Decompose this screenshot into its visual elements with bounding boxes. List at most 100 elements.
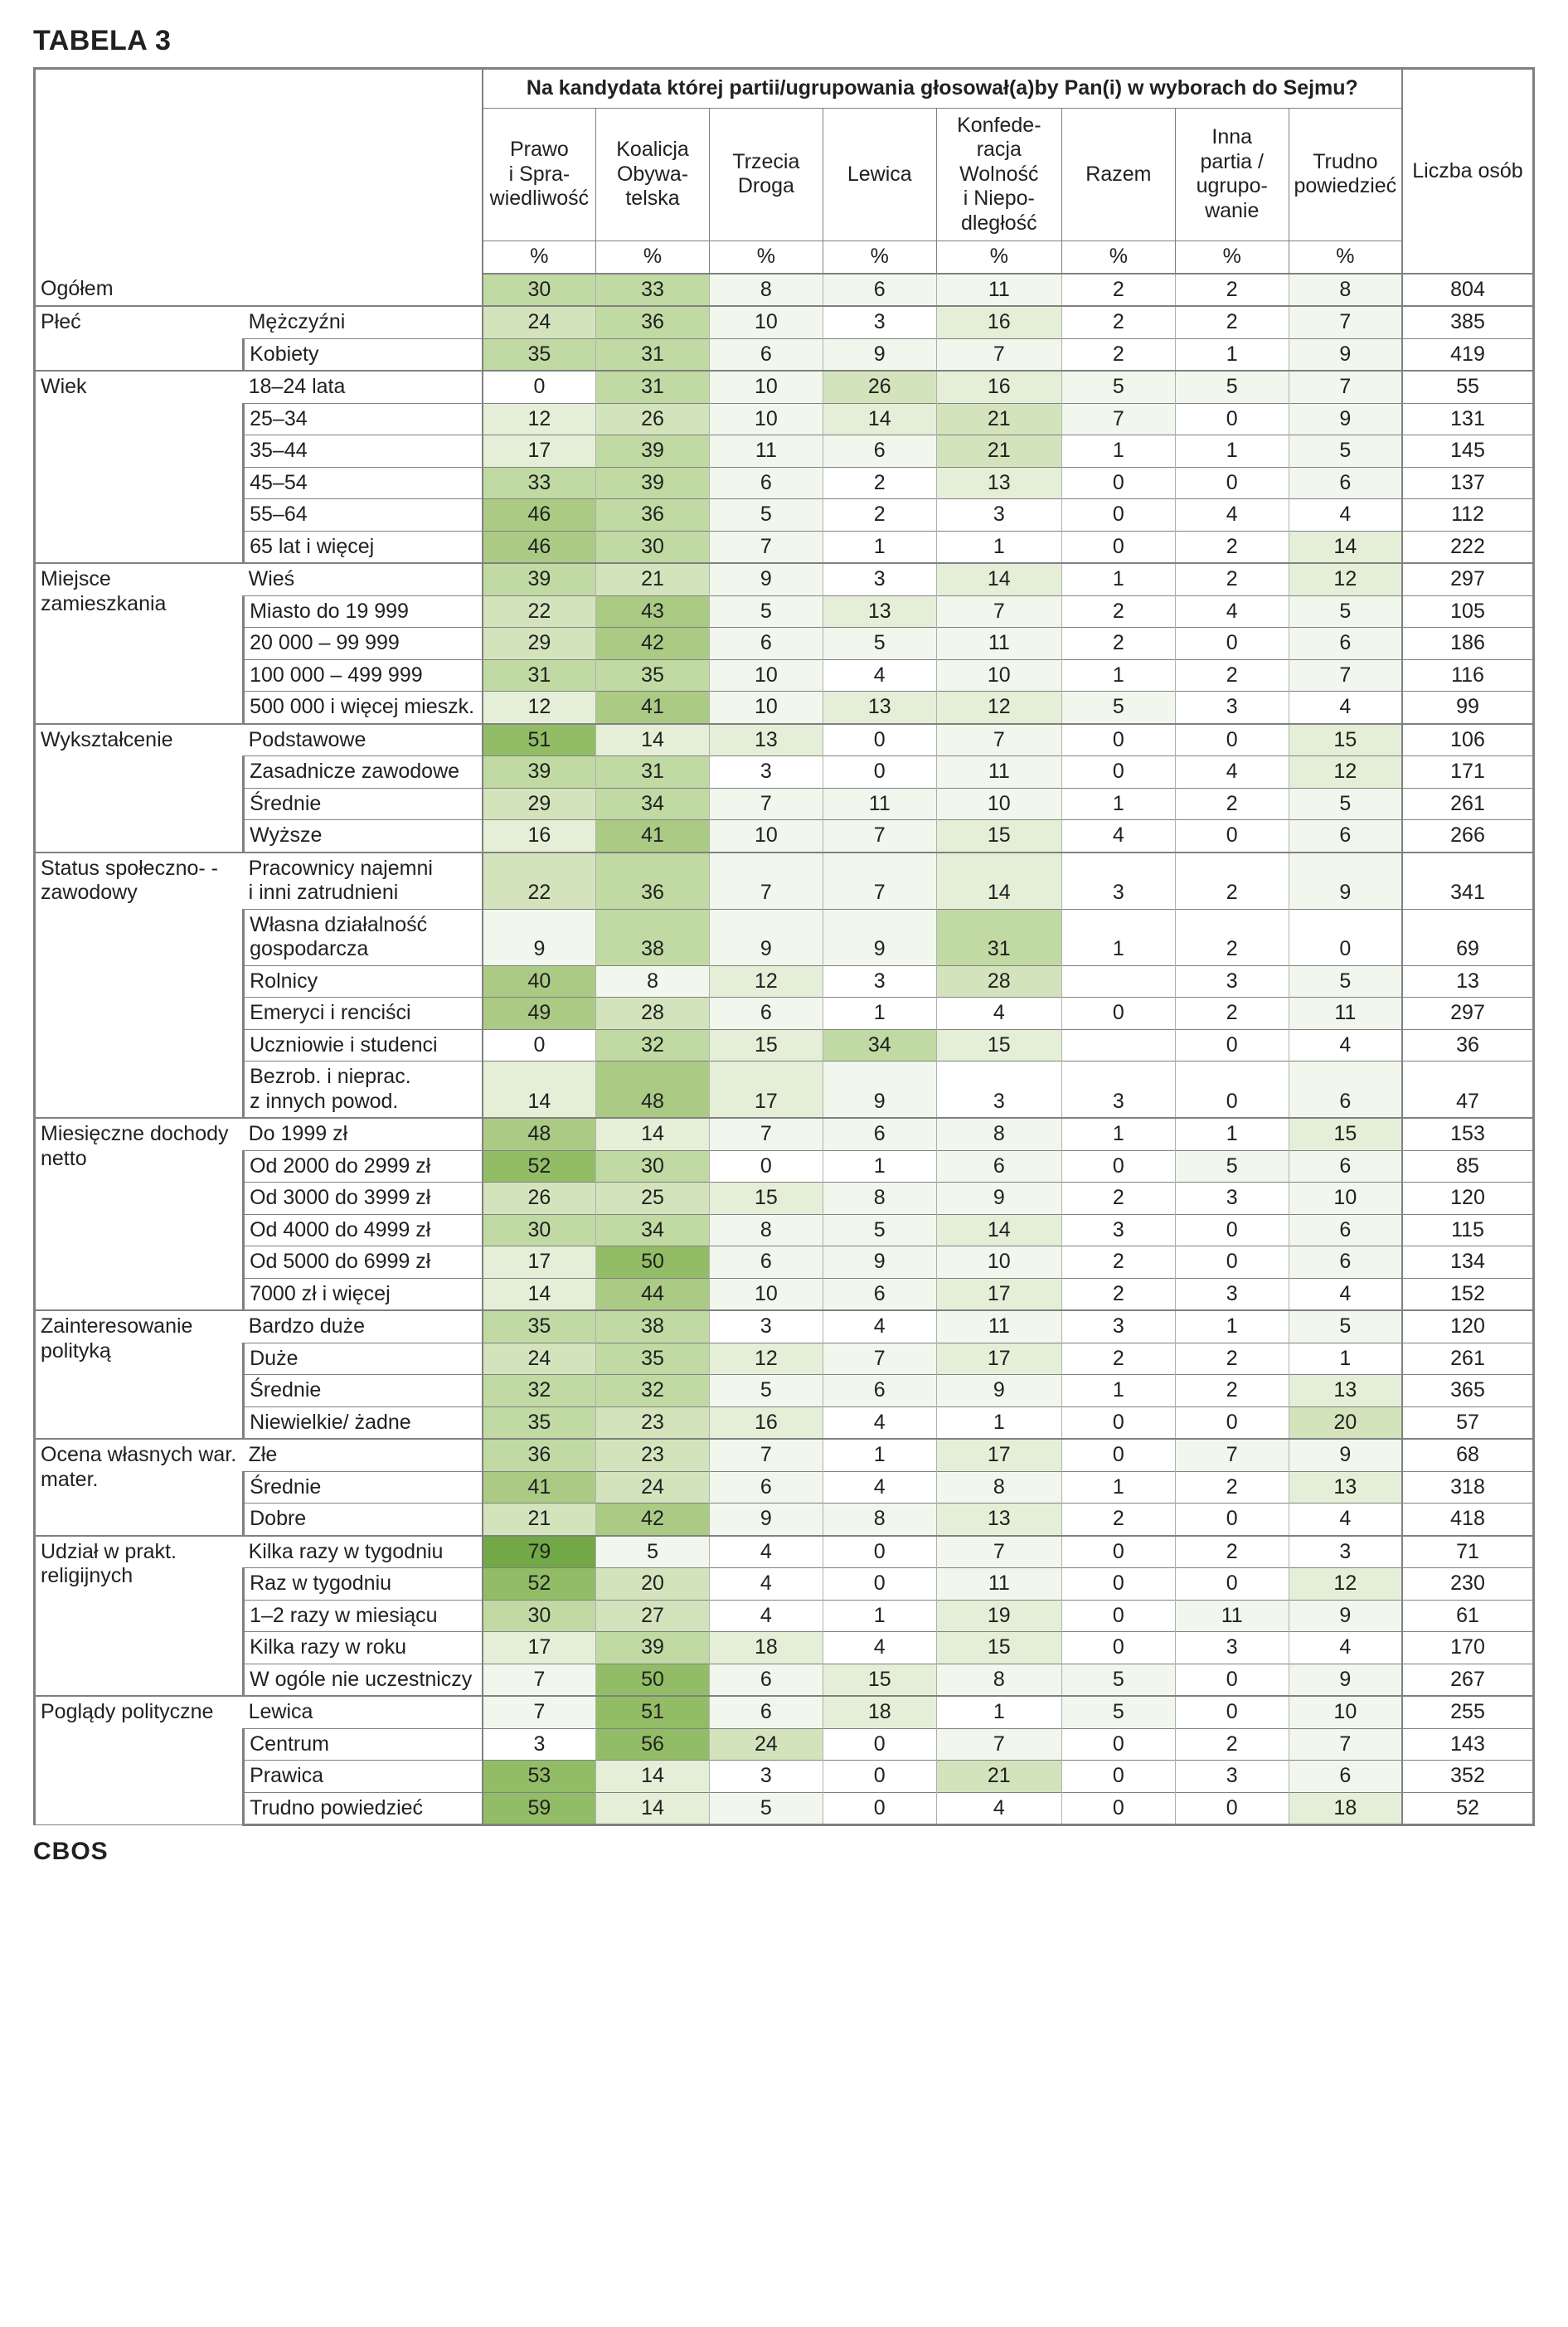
cell-value: 24 [596, 1471, 710, 1504]
cell-value: 18 [709, 1632, 823, 1664]
cell-value: 46 [483, 499, 596, 532]
row-label: Emeryci i renciści [244, 998, 483, 1030]
cell-value: 16 [936, 371, 1061, 403]
cell-value: 15 [709, 1029, 823, 1061]
cell-value: 1 [1175, 338, 1289, 371]
row-label: Pracownicy najemni i inni zatrudnieni [244, 853, 483, 910]
row-label: Kilka razy w roku [244, 1632, 483, 1664]
cell-value: 10 [1289, 1183, 1402, 1215]
cell-value: 7 [823, 1343, 936, 1375]
cell-value: 0 [823, 1728, 936, 1761]
cell-value: 11 [936, 274, 1061, 307]
cell-value: 6 [709, 998, 823, 1030]
cell-value: 30 [596, 1150, 710, 1183]
row-label: Kilka razy w tygodniu [244, 1536, 483, 1568]
cell-value: 6 [709, 628, 823, 660]
cell-count: 419 [1402, 338, 1533, 371]
row-label: Centrum [244, 1728, 483, 1761]
cell-value: 51 [596, 1696, 710, 1728]
cell-value: 26 [596, 403, 710, 435]
cell-value: 31 [596, 756, 710, 789]
cell-value: 0 [1061, 1439, 1175, 1471]
cell-value: 9 [1289, 1664, 1402, 1696]
cell-value: 8 [709, 274, 823, 307]
cell-value: 10 [709, 403, 823, 435]
cell-value: 0 [1175, 628, 1289, 660]
cell-value: 0 [1061, 499, 1175, 532]
row-label: Kobiety [244, 338, 483, 371]
row-label: 65 lat i więcej [244, 531, 483, 563]
cell-value: 6 [1289, 1150, 1402, 1183]
cell-value: 22 [483, 853, 596, 910]
row-label: Średnie [244, 788, 483, 820]
header-pct-3: % [823, 241, 936, 274]
cell-value: 13 [823, 595, 936, 628]
cell-value: 0 [1175, 1406, 1289, 1439]
cell-value: 4 [1289, 692, 1402, 724]
cell-value: 4 [709, 1536, 823, 1568]
cell-value: 39 [596, 435, 710, 468]
row-label: 100 000 – 499 999 [244, 659, 483, 692]
header-empty [35, 69, 483, 274]
cell-value: 3 [1175, 1183, 1289, 1215]
cell-value: 0 [1175, 1061, 1289, 1119]
cell-value: 39 [596, 467, 710, 499]
cell-value: 10 [709, 1278, 823, 1310]
cell-value: 4 [823, 1632, 936, 1664]
cell-value: 5 [1175, 371, 1289, 403]
cell-value: 3 [823, 965, 936, 998]
group-label: Ocena własnych war. mater. [35, 1439, 244, 1536]
cell-value: 2 [1175, 306, 1289, 338]
cell-value: 12 [936, 692, 1061, 724]
cell-value: 1 [1061, 435, 1175, 468]
cell-value: 0 [1175, 1504, 1289, 1536]
cell-value: 4 [823, 1310, 936, 1343]
cell-value: 15 [823, 1664, 936, 1696]
cell-count: 352 [1402, 1761, 1533, 1793]
group-label: Status społeczno- -zawodowy [35, 853, 244, 1119]
row-label: Średnie [244, 1375, 483, 1407]
row-label: 45–54 [244, 467, 483, 499]
cell-value: 14 [596, 1792, 710, 1825]
row-label: Własna działalność gospodarcza [244, 909, 483, 965]
cell-value: 10 [709, 371, 823, 403]
cell-value: 6 [823, 1118, 936, 1150]
cell-value: 35 [483, 1310, 596, 1343]
cell-value: 2 [1175, 563, 1289, 595]
cell-count: 52 [1402, 1792, 1533, 1825]
cell-value: 6 [709, 338, 823, 371]
cell-value: 3 [823, 306, 936, 338]
cell-value: 5 [596, 1536, 710, 1568]
cell-value: 1 [1061, 659, 1175, 692]
cell-count: 120 [1402, 1183, 1533, 1215]
cell-value: 4 [709, 1568, 823, 1601]
header-pct-5: % [1061, 241, 1175, 274]
cell-value: 2 [1175, 1343, 1289, 1375]
cell-value: 30 [483, 1214, 596, 1246]
cell-value: 13 [936, 467, 1061, 499]
row-label: Rolnicy [244, 965, 483, 998]
cell-value: 0 [1175, 1568, 1289, 1601]
row-label: Uczniowie i studenci [244, 1029, 483, 1061]
cell-value: 42 [596, 1504, 710, 1536]
cell-value: 9 [1289, 338, 1402, 371]
cell-value: 6 [709, 1246, 823, 1279]
row-label: Od 5000 do 6999 zł [244, 1246, 483, 1279]
cell-value: 32 [483, 1375, 596, 1407]
cell-value: 0 [1175, 1214, 1289, 1246]
cell-value: 6 [709, 467, 823, 499]
cell-value: 2 [1175, 853, 1289, 910]
cell-value: 31 [483, 659, 596, 692]
cell-value: 17 [936, 1278, 1061, 1310]
header-party-4: Konfede­racja Wolność i Niepo­dległość [936, 108, 1061, 241]
cell-value: 3 [1061, 1214, 1175, 1246]
cell-value: 27 [596, 1600, 710, 1632]
cell-value: 10 [709, 659, 823, 692]
cell-value: 17 [483, 435, 596, 468]
cell-value: 12 [1289, 1568, 1402, 1601]
cell-value: 4 [823, 1406, 936, 1439]
cell-value: 6 [1289, 1061, 1402, 1119]
cell-value: 41 [596, 820, 710, 853]
header-pct-1: % [596, 241, 710, 274]
cell-value: 21 [936, 435, 1061, 468]
